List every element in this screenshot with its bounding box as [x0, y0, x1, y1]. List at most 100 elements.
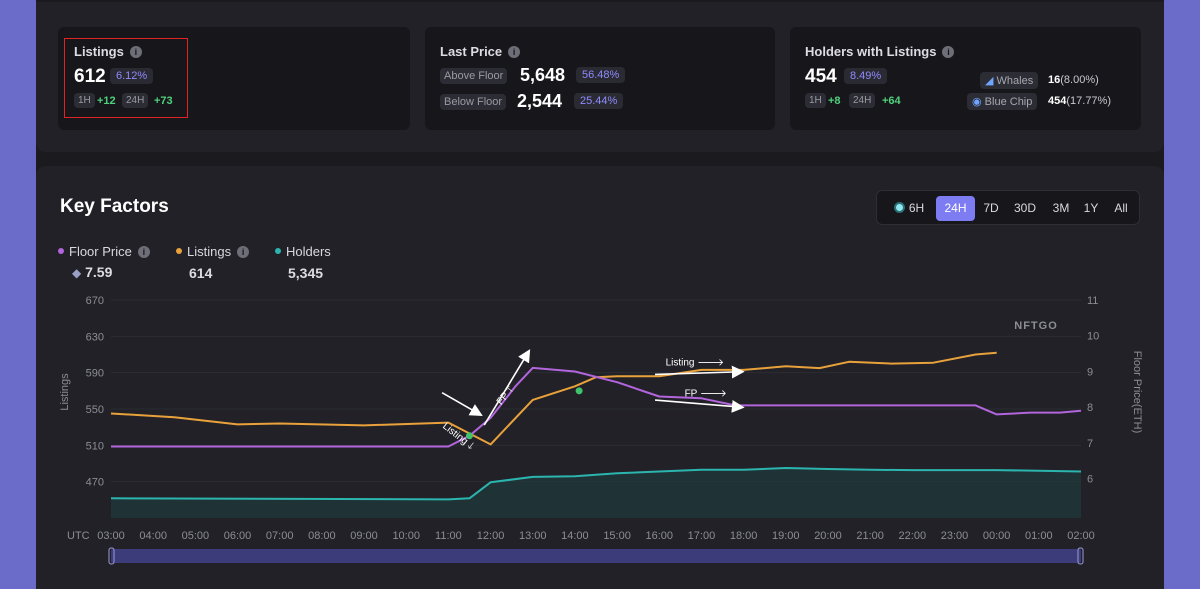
legend-holders[interactable]: Holders: [275, 244, 331, 259]
bluechip-icon: ◉: [972, 96, 982, 108]
listings-card: Listings i 612 6.12% 1H +12 24H +73: [58, 27, 410, 130]
x-tick-label: 05:00: [182, 530, 210, 542]
whales-pct: (8.00%): [1060, 74, 1099, 86]
highlight-box: [64, 38, 188, 118]
live-dot-icon: [893, 202, 905, 213]
floor-dot-icon: [58, 248, 64, 254]
crossover-marker: [575, 387, 583, 395]
below-floor-pct: 25.44%: [574, 93, 624, 109]
legend-listings[interactable]: Listings i: [176, 244, 250, 259]
x-tick-label: 11:00: [435, 530, 462, 542]
range-slider-track[interactable]: [111, 549, 1081, 563]
last-price-title-text: Last Price: [440, 44, 503, 59]
x-tick-label: 08:00: [308, 530, 336, 542]
listings-delta-24h: +73: [154, 95, 173, 107]
holders-dot-icon: [275, 248, 281, 254]
above-floor-pct: 56.48%: [576, 67, 626, 83]
legend-floor-price[interactable]: Floor Price i: [58, 244, 150, 259]
holders-legend-value: 5,345: [288, 265, 324, 281]
x-tick-label: 21:00: [856, 530, 884, 542]
holders-title-text: Holders with Listings: [805, 44, 937, 59]
legend-floor-label: Floor Price: [69, 244, 132, 259]
tag-24h: 24H: [849, 93, 876, 108]
info-icon[interactable]: i: [137, 246, 150, 258]
range-24h-button[interactable]: 24H: [936, 196, 975, 221]
floor-price-series-line[interactable]: [111, 366, 1082, 448]
x-tick-label: 17:00: [688, 530, 716, 542]
x-tick-label: 07:00: [266, 530, 294, 542]
y-left-axis-label: Listings: [59, 373, 71, 411]
above-floor-value: 5,648: [520, 65, 566, 85]
holders-delta-1h: +8: [828, 95, 841, 107]
legend-listings-label: Listings: [187, 244, 232, 259]
x-tick-label: 01:00: [1025, 530, 1053, 542]
y-right-tick-label: 8: [1087, 402, 1093, 414]
holders-series-line[interactable]: [110, 467, 1082, 501]
range-30d-button[interactable]: 30D: [1013, 201, 1036, 215]
holders-delta-24h: +64: [882, 95, 901, 107]
x-tick-label: 10:00: [392, 530, 420, 542]
key-factors-title: Key Factors: [60, 196, 169, 217]
y-left-tick-label: 470: [86, 477, 104, 489]
x-tick-label: 16:00: [645, 530, 673, 542]
x-tick-label: 20:00: [814, 530, 842, 542]
range-slider-handle-right[interactable]: [1077, 547, 1084, 565]
holders-title: Holders with Listings i: [805, 44, 955, 59]
listings-dot-icon: [176, 248, 182, 254]
y-right-tick-label: 6: [1087, 474, 1093, 486]
y-left-tick-label: 630: [86, 331, 104, 343]
y-left-tick-label: 550: [86, 404, 104, 416]
y-left-tick-label: 670: [86, 295, 104, 307]
nftgo-watermark: NFTGO: [1014, 320, 1058, 332]
annotation-arrow: [483, 349, 531, 426]
x-tick-label: 23:00: [941, 530, 969, 542]
whales-count: 16: [1048, 74, 1061, 86]
x-tick-label: 04:00: [139, 530, 167, 542]
x-tick-label: 22:00: [899, 530, 927, 542]
floor-price-number: 7.59: [85, 264, 113, 280]
x-tick-label: 09:00: [350, 530, 378, 542]
listings-title: Listings i: [74, 44, 142, 59]
listings-title-text: Listings: [74, 44, 124, 59]
info-icon[interactable]: i: [508, 46, 521, 58]
x-tick-label: 18:00: [730, 530, 758, 542]
listings-pct-badge: 6.12%: [110, 68, 154, 84]
x-tick-label: 19:00: [772, 530, 800, 542]
range-1y-button[interactable]: 1Y: [1083, 201, 1099, 215]
holders-area: [111, 468, 1081, 518]
y-right-tick-label: 10: [1087, 331, 1099, 343]
y-left-tick-label: 590: [86, 368, 104, 380]
x-tick-label: 13:00: [519, 530, 547, 542]
holders-pct-badge: 8.49%: [844, 68, 888, 84]
x-tick-label: 03:00: [97, 530, 125, 542]
x-tick-label: 00:00: [983, 530, 1011, 542]
annotation-label: Listing 🡒: [666, 357, 725, 368]
annotation-arrow: [655, 365, 745, 379]
y-right-axis-label: Floor Price(ETH): [1131, 351, 1143, 434]
whale-icon: ◢: [985, 75, 994, 87]
listings-delta-1h: +12: [97, 95, 116, 107]
listings-series-line[interactable]: [110, 351, 997, 446]
bluechip-label-text: Blue Chip: [984, 96, 1033, 108]
y-left-tick-label: 510: [86, 440, 104, 452]
key-factors-chart[interactable]: 670 630 590 550 510 470 11 10 9 8 7 6 Listings Floor …: [36, 166, 1164, 589]
listings-value: 612: [74, 66, 106, 87]
range-all-button[interactable]: All: [1114, 201, 1128, 215]
range-7d-button[interactable]: 7D: [983, 201, 999, 215]
range-slider-handle-left[interactable]: [108, 547, 115, 565]
below-floor-label: Below Floor: [440, 94, 507, 110]
key-factors-panel: Key Factors 6H 24H 7D 30D 3M 1Y All Floo…: [36, 166, 1164, 589]
info-icon[interactable]: i: [237, 246, 250, 258]
x-tick-label: 02:00: [1067, 530, 1095, 542]
annotation-label: FP 🡑: [495, 384, 516, 407]
range-6h-button[interactable]: 6H: [887, 196, 931, 221]
whales-label: ◢ Whales: [980, 72, 1039, 89]
info-icon[interactable]: i: [129, 46, 142, 58]
legend-holders-label: Holders: [286, 244, 331, 259]
annotation-label: FP 🡒: [685, 388, 727, 399]
info-icon[interactable]: i: [942, 46, 955, 58]
tag-24h: 24H: [122, 93, 149, 108]
y-right-tick-label: 7: [1087, 438, 1093, 450]
eth-icon: ◆: [72, 266, 82, 280]
range-3m-button[interactable]: 3M: [1052, 201, 1070, 215]
